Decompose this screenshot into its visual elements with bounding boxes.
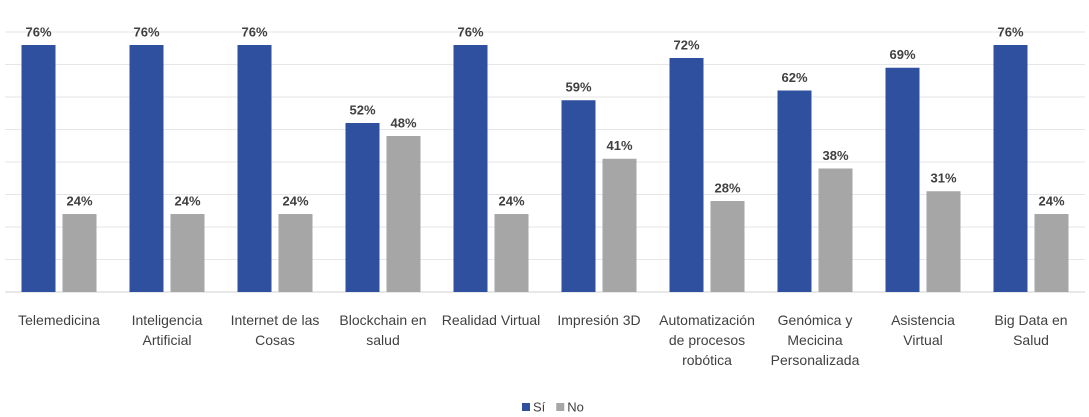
bar [561,100,596,292]
bar [62,214,97,292]
bar [453,45,488,292]
data-label: 59% [565,80,591,95]
bar [885,67,920,292]
data-label: 24% [498,193,524,208]
x-tick-label: Genómica y Mecicina Personalizada [770,312,860,368]
bar [129,45,164,292]
data-label: 24% [1038,193,1064,208]
data-label: 76% [457,24,483,39]
x-tick-label: Automatización de procesos robótica [659,312,755,368]
data-label: 28% [714,180,740,195]
data-label: 76% [25,24,51,39]
bar [1034,214,1069,292]
bar [345,123,380,292]
data-label: 62% [781,70,807,85]
bar [170,214,205,292]
bar [926,191,961,292]
data-label: 72% [673,37,699,52]
x-tick-label: Internet de las Cosas [230,312,320,348]
bar [237,45,272,292]
data-label: 52% [349,102,375,117]
legend-swatch [556,403,565,411]
legend-label: No [567,399,584,414]
data-label: 31% [930,171,956,186]
bar [278,214,313,292]
x-tick-label: Asistencia Virtual [891,312,955,348]
x-tick-label: Inteligencia Artificial [131,312,203,348]
bar [818,168,853,292]
data-label: 76% [241,24,267,39]
legend-label: Sí [533,399,546,414]
legend-swatch [522,403,530,411]
bar [669,58,704,292]
data-label: 24% [66,193,92,208]
bar [21,45,56,292]
x-tick-label: Realidad Virtual [441,312,541,328]
data-label: 41% [606,138,632,153]
bar [993,45,1028,292]
data-label: 76% [133,24,159,39]
data-label: 69% [889,47,915,62]
x-tick-label: Impresión 3D [557,312,641,328]
bar [602,158,637,292]
data-label: 76% [997,24,1023,39]
data-label: 38% [822,148,848,163]
bar [494,214,529,292]
x-tick-label: Big Data en Salud [994,312,1068,348]
data-label: 48% [390,115,416,130]
bar [386,136,421,292]
bar [777,90,812,292]
x-tick-label: Telemedicina [18,312,100,328]
data-label: 24% [174,193,200,208]
x-tick-label: Blockchain en salud [339,312,427,348]
bar [710,201,745,292]
data-label: 24% [282,193,308,208]
